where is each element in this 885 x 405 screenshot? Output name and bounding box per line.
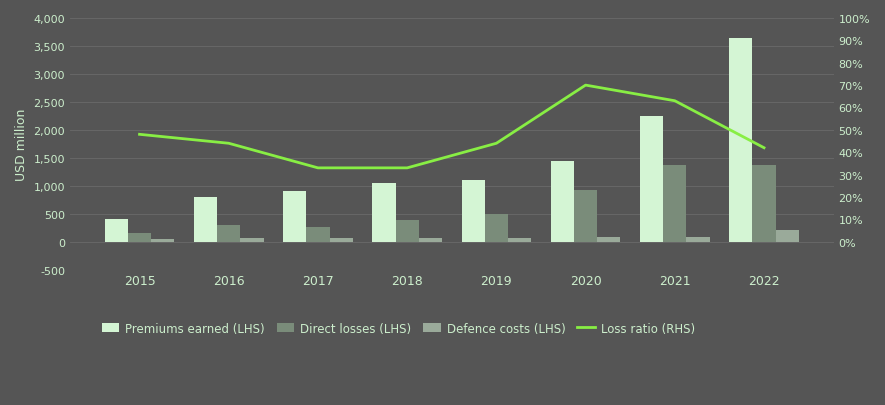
- Bar: [104, 220, 128, 242]
- Legend: Premiums earned (LHS), Direct losses (LHS), Defence costs (LHS), Loss ratio (RHS: Premiums earned (LHS), Direct losses (LH…: [96, 317, 700, 339]
- Line: Loss ratio (RHS): Loss ratio (RHS): [140, 86, 764, 168]
- Bar: [329, 239, 353, 242]
- Bar: [283, 192, 306, 242]
- Bar: [597, 238, 620, 242]
- Bar: [574, 191, 597, 242]
- Bar: [151, 239, 174, 242]
- Bar: [485, 215, 508, 242]
- Bar: [241, 239, 264, 242]
- Bar: [640, 117, 663, 242]
- Bar: [729, 38, 752, 242]
- Bar: [687, 237, 710, 242]
- Bar: [128, 233, 151, 242]
- Bar: [663, 165, 687, 242]
- Loss ratio (RHS): [669, 99, 680, 104]
- Loss ratio (RHS): [223, 141, 234, 146]
- Bar: [508, 238, 531, 242]
- Y-axis label: USD million: USD million: [15, 109, 28, 181]
- Loss ratio (RHS): [312, 166, 323, 171]
- Bar: [373, 183, 396, 242]
- Loss ratio (RHS): [581, 83, 591, 88]
- Bar: [194, 198, 217, 242]
- Bar: [306, 227, 329, 242]
- Bar: [775, 231, 799, 242]
- Bar: [217, 225, 241, 242]
- Bar: [752, 166, 775, 242]
- Loss ratio (RHS): [491, 141, 502, 146]
- Bar: [550, 161, 574, 242]
- Loss ratio (RHS): [402, 166, 412, 171]
- Loss ratio (RHS): [135, 132, 145, 137]
- Bar: [419, 238, 442, 242]
- Loss ratio (RHS): [758, 146, 769, 151]
- Bar: [396, 221, 419, 242]
- Bar: [462, 181, 485, 242]
